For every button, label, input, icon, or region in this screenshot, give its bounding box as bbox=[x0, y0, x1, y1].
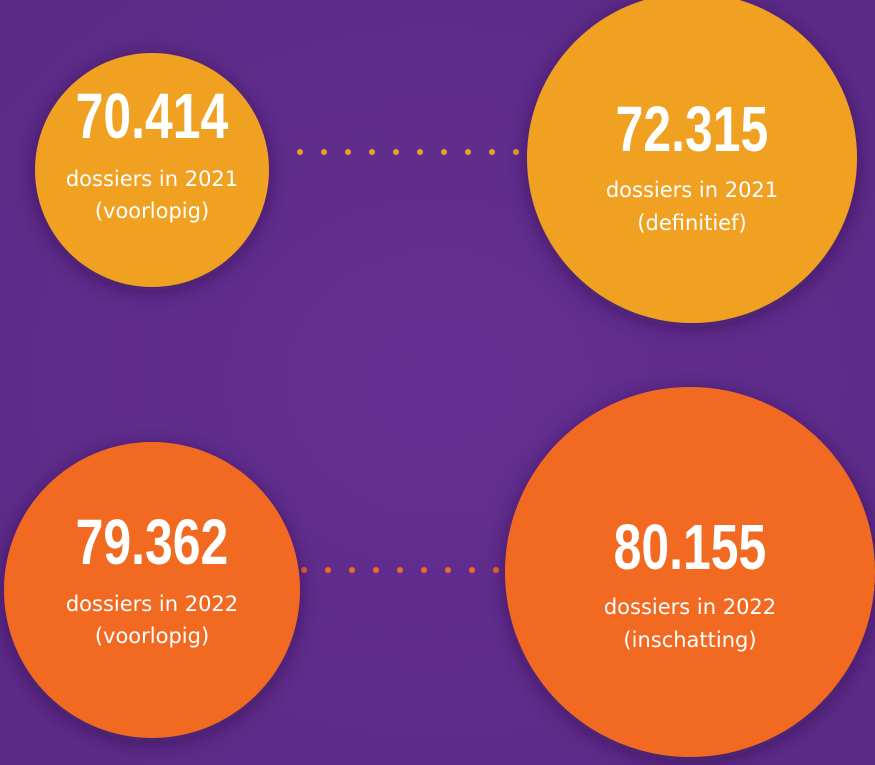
circle bbox=[527, 0, 857, 323]
circle bbox=[505, 387, 875, 757]
stat-number: 72.315 bbox=[616, 94, 769, 165]
dotted-connector bbox=[297, 149, 543, 155]
stat-number: 80.155 bbox=[614, 512, 767, 583]
stat-number: 70.414 bbox=[76, 81, 229, 152]
stat-label: (inschatting) bbox=[623, 628, 756, 652]
stat-label: dossiers in 2022 bbox=[66, 592, 238, 616]
stat-label: dossiers in 2022 bbox=[604, 595, 776, 619]
circle bbox=[35, 53, 269, 287]
stat-label: (voorlopig) bbox=[95, 199, 209, 223]
stat-label: (voorlopig) bbox=[95, 624, 209, 648]
stat-label: dossiers in 2021 bbox=[66, 167, 238, 191]
stat-number: 79.362 bbox=[76, 507, 229, 578]
circle bbox=[4, 442, 300, 738]
stat-label: (definitief) bbox=[637, 211, 746, 235]
stat-label: dossiers in 2021 bbox=[606, 178, 778, 202]
